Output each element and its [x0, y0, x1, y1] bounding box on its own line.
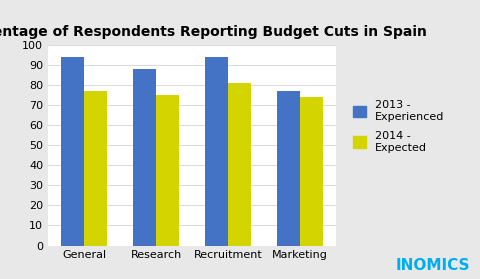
Text: INOMICS: INOMICS	[396, 258, 470, 273]
Bar	[277, 91, 300, 246]
Bar	[133, 69, 156, 246]
Bar	[84, 91, 107, 246]
Bar	[156, 95, 179, 246]
Bar	[300, 97, 323, 246]
Bar	[61, 57, 84, 246]
Bar	[205, 57, 228, 246]
Title: Percentage of Respondents Reporting Budget Cuts in Spain: Percentage of Respondents Reporting Budg…	[0, 25, 426, 39]
Bar	[228, 83, 251, 246]
Legend: 2013 -
Experienced, 2014 -
Expected: 2013 - Experienced, 2014 - Expected	[353, 100, 444, 153]
